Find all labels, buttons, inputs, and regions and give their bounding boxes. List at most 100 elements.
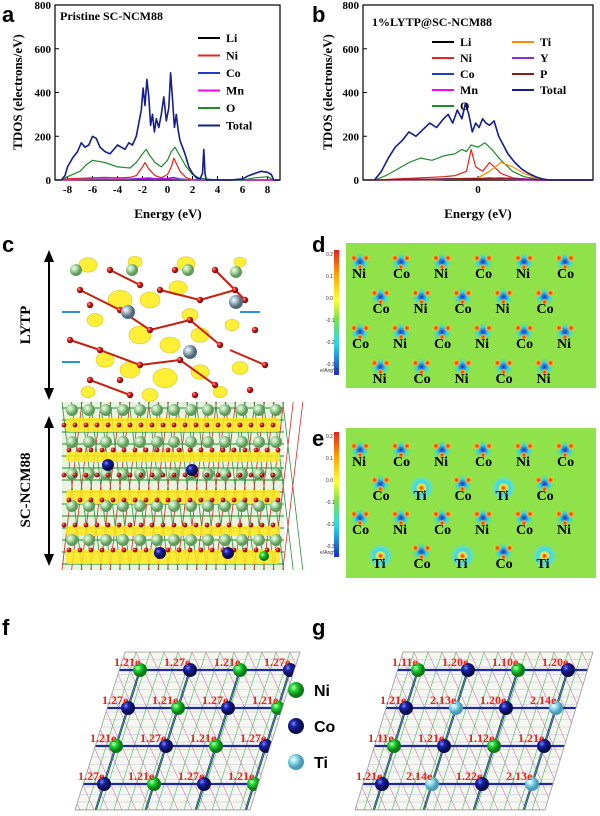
atom-o: [253, 447, 259, 453]
atom-o: [237, 522, 243, 528]
panel-label-c: c: [2, 232, 14, 257]
density-lobe: [464, 289, 473, 297]
atom-o: [146, 326, 154, 334]
density-lobe: [423, 544, 432, 552]
atom-o: [72, 422, 78, 428]
density-lobe: [485, 254, 493, 262]
atom-li: [168, 436, 180, 448]
panel-label-g: g: [312, 615, 325, 640]
series-line-ti: [374, 161, 593, 181]
bader-charge-label: 1.11e: [392, 655, 418, 669]
series-line-ni: [374, 148, 593, 181]
atom-o: [231, 447, 237, 453]
x-tick-label: 0: [475, 184, 481, 196]
atom-li: [83, 500, 95, 512]
density-lobe: [362, 442, 370, 450]
density-lobe: [370, 289, 379, 297]
density-lobe: [541, 368, 548, 376]
charge-isosurface: [139, 291, 161, 309]
density-lobe: [370, 359, 379, 367]
x-axis-label: Energy (eV): [444, 206, 512, 221]
atom-o: [83, 422, 89, 428]
density-lobe: [403, 254, 411, 262]
atom-o: [143, 547, 149, 553]
atom-li: [151, 468, 163, 480]
density-lobe: [473, 442, 481, 450]
region-label-lytp: LYTP: [18, 306, 34, 345]
atom-o: [149, 522, 155, 528]
y-axis-label: TDOS (electrons/eV): [10, 34, 25, 150]
density-lobe: [418, 368, 425, 376]
density-lobe: [473, 510, 481, 518]
site-label-ni: Ni: [434, 267, 448, 282]
atom-o: [270, 422, 276, 428]
density-lobe: [567, 254, 575, 262]
chart-title: 1%LYTP@SC-NCM88: [372, 15, 492, 29]
atom-o: [261, 361, 269, 369]
cell-outline: [74, 651, 301, 811]
density-lobe: [459, 485, 466, 493]
site-label-ti: Ti: [455, 557, 468, 572]
density-lobe: [546, 289, 555, 297]
atom-o: [231, 286, 239, 294]
density-lobe: [432, 254, 440, 262]
y-tick-label: 400: [35, 88, 52, 100]
site-label-ni: Ni: [393, 523, 407, 538]
atom-o: [187, 497, 193, 503]
atom-o: [231, 497, 237, 503]
atom-o: [127, 522, 133, 528]
density-lobe: [459, 298, 466, 306]
atom-o: [209, 547, 215, 553]
density-lobe: [479, 451, 487, 459]
atom-co: [222, 547, 234, 559]
atom-o: [106, 266, 114, 274]
atom-li: [126, 264, 138, 276]
atom-o: [275, 547, 281, 553]
density-lobe: [438, 263, 446, 271]
density-lobe: [438, 333, 446, 341]
atom-o: [237, 422, 243, 428]
atom-li: [100, 436, 112, 448]
x-tick-label: -8: [63, 184, 73, 196]
y-axis-label: TDOS (electrons/eV): [320, 34, 335, 150]
legend-label-p: P: [540, 67, 547, 81]
atom-o: [198, 447, 204, 453]
atom-o: [209, 447, 215, 453]
atom-li: [168, 500, 180, 512]
charge-isosurface: [86, 313, 104, 327]
atom-ni: [233, 663, 247, 677]
atom-co: [337, 739, 351, 753]
density-lobe: [514, 442, 522, 450]
atom-ti: [525, 777, 539, 791]
atom-li: [185, 500, 197, 512]
atom-ni: [259, 551, 269, 561]
density-lobe: [555, 254, 563, 262]
atom-o: [198, 547, 204, 553]
bader-charge-label: 1.27e: [164, 655, 191, 669]
legend-label-ni: Ni: [226, 49, 239, 63]
density-lobe: [418, 298, 425, 306]
atom-o: [264, 447, 270, 453]
atom-o: [132, 447, 138, 453]
y-tick-label: 0: [354, 175, 360, 187]
atom-legend: Ni Co Ti: [288, 682, 336, 772]
legend-label-mn: Mn: [460, 83, 478, 97]
atom-co: [297, 777, 300, 791]
density-spot-ti: [449, 543, 476, 569]
atom-co: [121, 701, 135, 715]
atom-o: [211, 266, 219, 274]
density-lobe: [382, 359, 391, 367]
atom-o: [132, 547, 138, 553]
atom-li: [83, 534, 95, 546]
atom-ni: [325, 777, 339, 791]
bond: [28, 652, 78, 810]
bader-charge-label: 2.13e: [430, 693, 457, 707]
atom-o: [121, 547, 127, 553]
y-tick-label: 0: [46, 175, 52, 187]
colorbar-tick: 0.2: [326, 252, 333, 258]
legend-label-ti: Ti: [540, 35, 552, 49]
density-lobe: [567, 510, 575, 518]
y-tick-label: 800: [35, 0, 52, 12]
atom-o: [105, 522, 111, 528]
atom-li: [117, 436, 129, 448]
